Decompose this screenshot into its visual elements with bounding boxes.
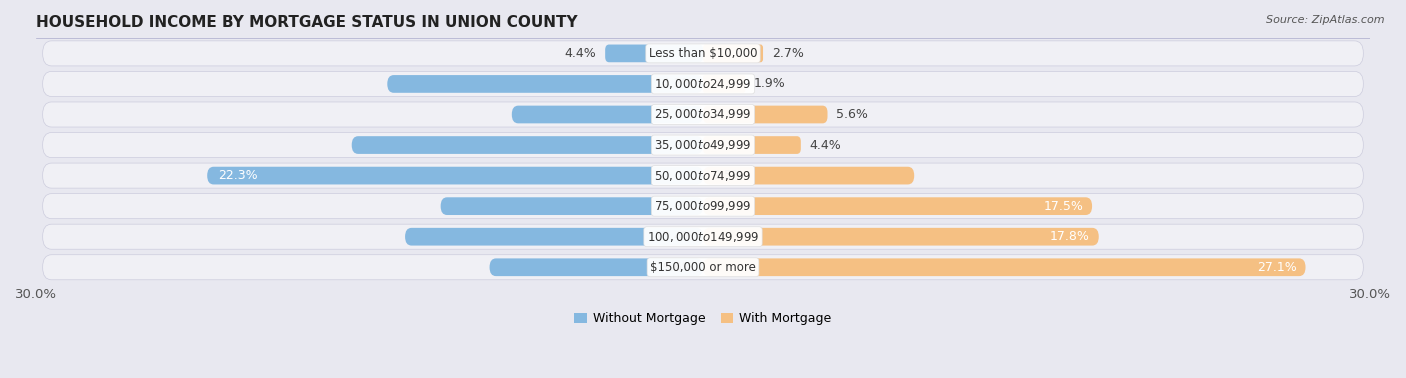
Text: $10,000 to $24,999: $10,000 to $24,999 <box>654 77 752 91</box>
FancyBboxPatch shape <box>703 105 828 123</box>
FancyBboxPatch shape <box>703 167 914 184</box>
FancyBboxPatch shape <box>42 255 1364 280</box>
FancyBboxPatch shape <box>703 136 801 154</box>
Text: $150,000 or more: $150,000 or more <box>650 261 756 274</box>
FancyBboxPatch shape <box>440 197 703 215</box>
Text: 9.6%: 9.6% <box>662 261 695 274</box>
Legend: Without Mortgage, With Mortgage: Without Mortgage, With Mortgage <box>569 307 837 330</box>
Text: $75,000 to $99,999: $75,000 to $99,999 <box>654 199 752 213</box>
Text: 17.8%: 17.8% <box>1050 230 1090 243</box>
Text: $25,000 to $34,999: $25,000 to $34,999 <box>654 107 752 121</box>
FancyBboxPatch shape <box>42 224 1364 249</box>
FancyBboxPatch shape <box>703 197 1092 215</box>
Text: 4.4%: 4.4% <box>810 139 841 152</box>
Text: Less than $10,000: Less than $10,000 <box>648 47 758 60</box>
FancyBboxPatch shape <box>42 133 1364 158</box>
Text: 4.4%: 4.4% <box>565 47 596 60</box>
FancyBboxPatch shape <box>42 41 1364 66</box>
Text: 14.2%: 14.2% <box>654 77 695 90</box>
FancyBboxPatch shape <box>42 194 1364 219</box>
Text: HOUSEHOLD INCOME BY MORTGAGE STATUS IN UNION COUNTY: HOUSEHOLD INCOME BY MORTGAGE STATUS IN U… <box>37 15 578 30</box>
Text: 5.6%: 5.6% <box>837 108 869 121</box>
FancyBboxPatch shape <box>703 259 1306 276</box>
Text: 17.5%: 17.5% <box>1043 200 1083 213</box>
FancyBboxPatch shape <box>387 75 703 93</box>
FancyBboxPatch shape <box>405 228 703 246</box>
FancyBboxPatch shape <box>207 167 703 184</box>
Text: 11.8%: 11.8% <box>654 200 695 213</box>
FancyBboxPatch shape <box>42 102 1364 127</box>
Text: 22.3%: 22.3% <box>218 169 257 182</box>
Text: 13.4%: 13.4% <box>654 230 695 243</box>
Text: 9.5%: 9.5% <box>711 169 744 182</box>
Text: 1.9%: 1.9% <box>754 77 786 90</box>
Text: 8.6%: 8.6% <box>662 108 695 121</box>
FancyBboxPatch shape <box>605 45 703 62</box>
Text: Source: ZipAtlas.com: Source: ZipAtlas.com <box>1267 15 1385 25</box>
FancyBboxPatch shape <box>512 105 703 123</box>
Text: 27.1%: 27.1% <box>1257 261 1296 274</box>
Text: $50,000 to $74,999: $50,000 to $74,999 <box>654 169 752 183</box>
Text: 15.8%: 15.8% <box>654 139 695 152</box>
Text: $35,000 to $49,999: $35,000 to $49,999 <box>654 138 752 152</box>
FancyBboxPatch shape <box>42 71 1364 96</box>
FancyBboxPatch shape <box>703 228 1098 246</box>
FancyBboxPatch shape <box>42 163 1364 188</box>
FancyBboxPatch shape <box>703 45 763 62</box>
FancyBboxPatch shape <box>703 75 745 93</box>
FancyBboxPatch shape <box>352 136 703 154</box>
FancyBboxPatch shape <box>489 259 703 276</box>
Text: 2.7%: 2.7% <box>772 47 804 60</box>
Text: $100,000 to $149,999: $100,000 to $149,999 <box>647 230 759 244</box>
